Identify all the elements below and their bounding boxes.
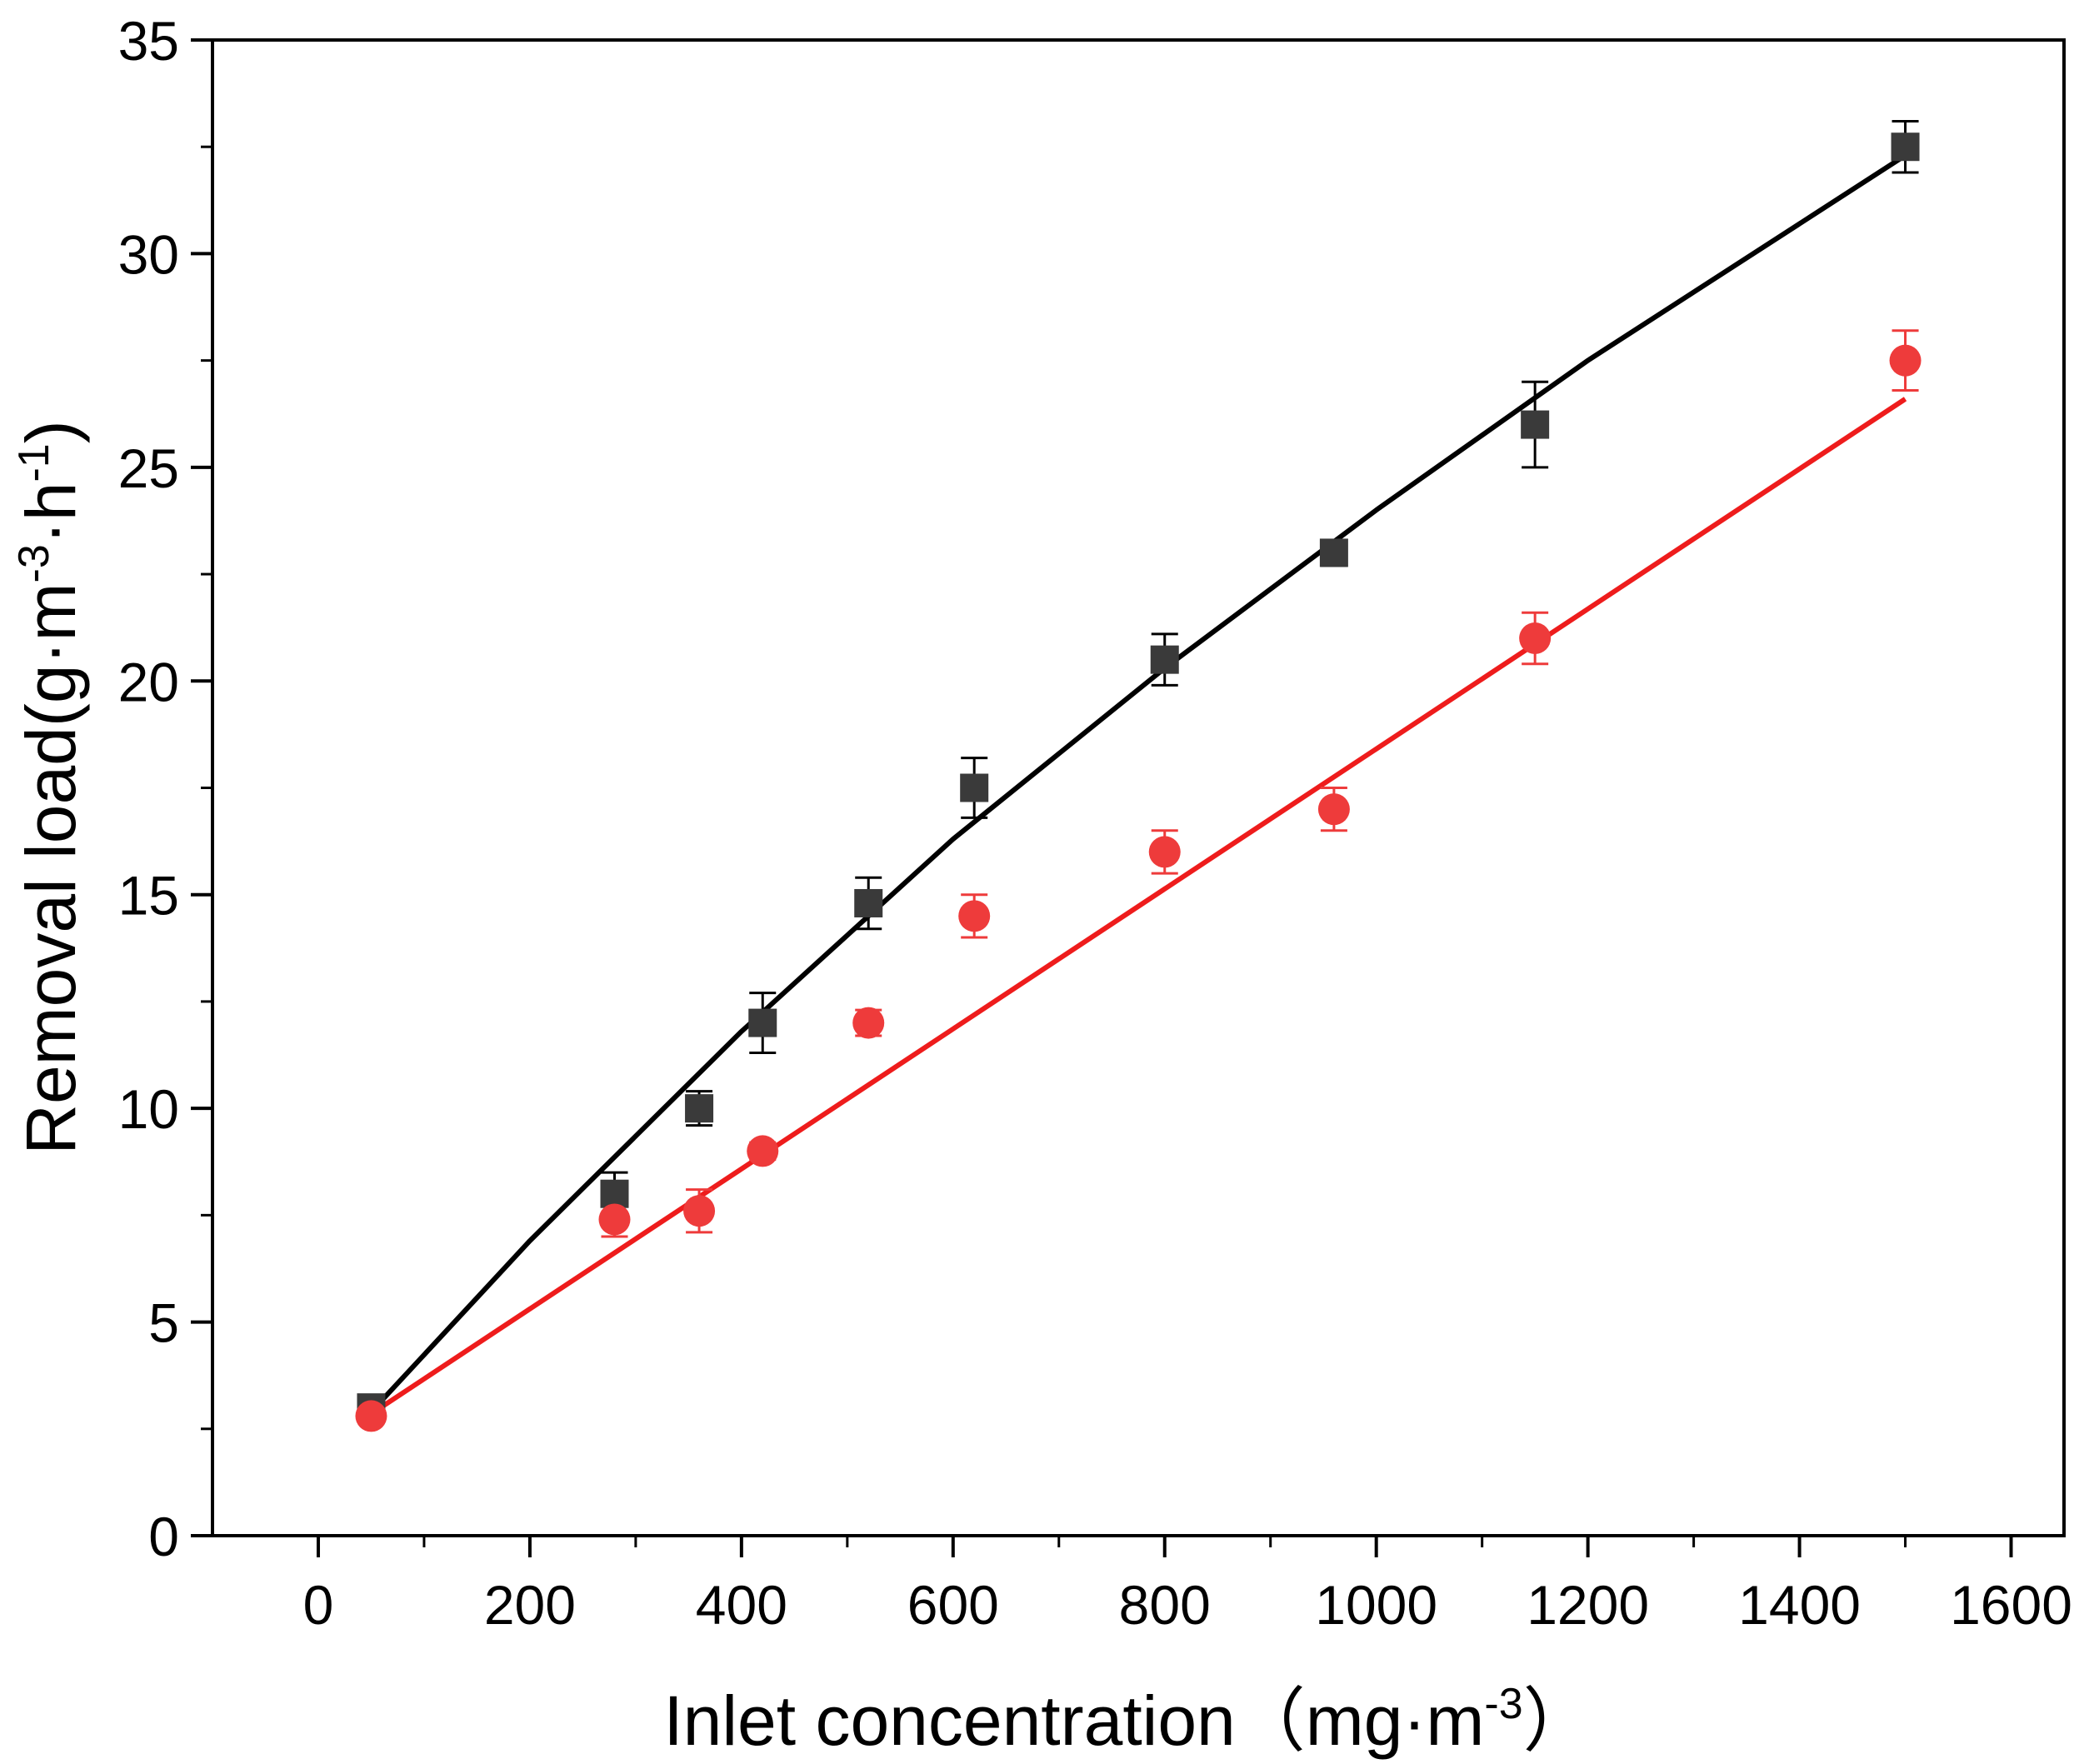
x-tick-label: 1200	[1527, 1574, 1649, 1636]
data-point-square	[600, 1179, 629, 1208]
data-point-circle	[683, 1195, 716, 1227]
data-point-circle	[1889, 344, 1922, 377]
data-point-square	[748, 1008, 777, 1037]
data-point-square	[1319, 538, 1348, 567]
x-tick-label: 1400	[1738, 1574, 1861, 1636]
y-tick-label: 5	[148, 1292, 179, 1354]
y-tick-label: 10	[118, 1078, 179, 1140]
x-axis-title: Inlet concentration（mg·m-3）	[663, 1680, 1592, 1760]
data-point-square	[854, 888, 883, 917]
data-point-circle	[1519, 622, 1552, 654]
data-point-circle	[355, 1400, 387, 1432]
x-tick-label: 800	[1119, 1574, 1211, 1636]
x-tick-label: 1000	[1315, 1574, 1437, 1636]
x-tick-label: 600	[907, 1574, 999, 1636]
data-point-circle	[747, 1135, 779, 1167]
y-tick-label: 0	[148, 1506, 179, 1567]
x-tick-label: 1600	[1950, 1574, 2072, 1636]
x-tick-label: 400	[696, 1574, 787, 1636]
x-tick-label: 200	[484, 1574, 576, 1636]
x-tick-label: 0	[303, 1574, 334, 1636]
y-tick-label: 25	[118, 437, 179, 499]
data-point-circle	[958, 900, 991, 932]
data-point-circle	[1317, 793, 1350, 826]
markers-layer	[355, 132, 1922, 1432]
data-point-square	[1150, 645, 1179, 674]
y-tick-label: 15	[118, 865, 179, 927]
data-point-square	[1891, 132, 1920, 162]
data-point-square	[685, 1094, 714, 1123]
data-point-square	[960, 773, 989, 802]
fit-line	[369, 397, 1907, 1417]
y-tick-label: 20	[118, 651, 179, 712]
ticks-layer: 0 200 400 600 800 1000 1200 1400 1600 0 5 10 15 20 25 3…	[118, 10, 2072, 1636]
y-axis-title: Removal load(g·m-3·h-1)	[10, 420, 90, 1154]
data-point-circle	[852, 1007, 885, 1039]
data-point-circle	[598, 1203, 631, 1236]
data-point-square	[1521, 410, 1550, 439]
data-point-circle	[1148, 836, 1181, 868]
y-tick-label: 35	[118, 10, 179, 72]
y-tick-label: 30	[118, 223, 179, 285]
